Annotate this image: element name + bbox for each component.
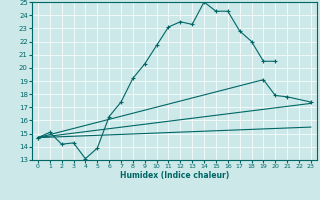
X-axis label: Humidex (Indice chaleur): Humidex (Indice chaleur) [120,171,229,180]
